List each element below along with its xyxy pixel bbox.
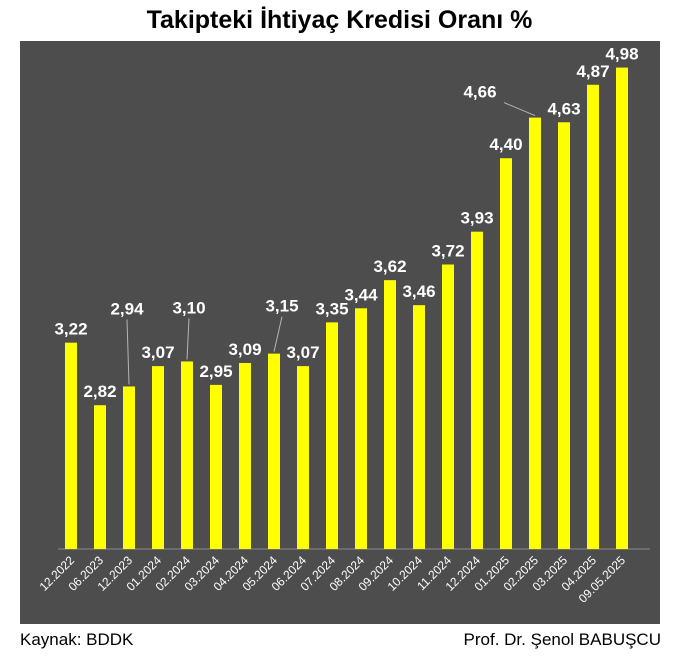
bar — [123, 386, 135, 549]
bar — [413, 305, 425, 549]
bar — [471, 231, 483, 550]
data-label: 4,40 — [489, 135, 522, 154]
plot-area: 3,22 12.2022 2,82 06.2023 2,94 12.2023 3,07 01.… — [20, 41, 660, 624]
data-label: 4,66 — [463, 83, 496, 102]
bar — [355, 308, 367, 549]
data-label: 2,82 — [83, 382, 116, 401]
data-label: 3,10 — [172, 298, 205, 317]
data-label: 2,95 — [199, 362, 232, 381]
bar — [297, 366, 309, 549]
bar — [152, 366, 164, 549]
data-label: 4,87 — [576, 62, 609, 81]
data-label: 3,93 — [460, 209, 493, 228]
data-label: 4,98 — [605, 45, 638, 64]
bar-chart: 3,2212.20222,8206.20232,9412.20233,0701.… — [37, 45, 650, 606]
bar — [587, 84, 599, 549]
data-label: 3,09 — [228, 340, 261, 359]
bar — [326, 322, 338, 549]
bar — [442, 264, 454, 549]
data-label: 3,46 — [402, 282, 435, 301]
source-note: Kaynak: BDDK — [20, 630, 134, 649]
data-label: 3,72 — [431, 242, 464, 261]
bar — [616, 67, 628, 549]
data-label: 3,44 — [344, 285, 378, 304]
label-leader-line — [273, 316, 283, 352]
bar — [558, 122, 570, 549]
bar — [94, 405, 106, 549]
data-label: 3,15 — [265, 297, 298, 316]
data-label: 3,07 — [286, 343, 319, 362]
bar — [181, 361, 193, 549]
label-leader-line — [503, 102, 536, 117]
chart-title: Takipteki İhtiyaç Kredisi Oranı % — [146, 6, 533, 34]
label-leader-line — [126, 319, 130, 385]
author-credit: Prof. Dr. Şenol BABUŞCU — [463, 630, 661, 649]
data-label: 3,22 — [54, 320, 87, 339]
data-label: 4,63 — [547, 99, 580, 118]
bar — [210, 384, 222, 549]
bar — [500, 158, 512, 549]
bar — [268, 353, 280, 549]
data-label: 2,94 — [110, 299, 144, 318]
data-label: 3,62 — [373, 257, 406, 276]
label-leader-line — [186, 318, 190, 360]
bar — [239, 362, 251, 549]
data-label: 3,35 — [315, 299, 348, 318]
bar — [384, 280, 396, 549]
bar — [529, 117, 541, 550]
bar — [65, 342, 77, 549]
data-label: 3,07 — [141, 343, 174, 362]
